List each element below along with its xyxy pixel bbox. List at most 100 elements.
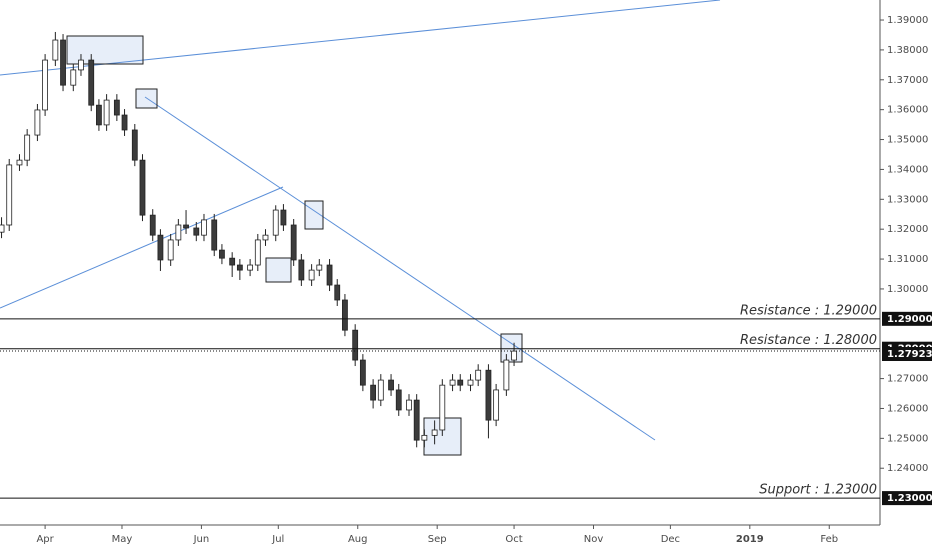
y-tick-label: 1.33000: [887, 194, 928, 205]
candle-body: [157, 234, 164, 261]
y-tick-label: 1.30000: [887, 284, 928, 295]
level-text: Resistance : 1.28000: [740, 333, 877, 348]
y-tick-label: 1.37000: [887, 75, 928, 86]
candle-body: [139, 159, 146, 216]
price-tag: [882, 311, 932, 326]
candle-body: [211, 219, 218, 251]
candle-body: [113, 99, 120, 116]
candle-body: [167, 239, 174, 261]
candle-body: [431, 429, 438, 436]
candle-body: [247, 264, 254, 271]
candle-body: [193, 227, 200, 236]
candle-body: [290, 224, 297, 261]
y-tick-label: 1.26000: [887, 403, 928, 414]
candle-body: [121, 114, 128, 131]
candle-body: [16, 159, 23, 166]
y-tick-label: 1.35000: [887, 135, 928, 146]
candle-body: [377, 379, 384, 401]
trend-line: [144, 96, 656, 441]
x-tick-label: Jun: [193, 534, 210, 545]
candle-body: [413, 399, 420, 441]
x-tick-label: Aug: [348, 534, 368, 545]
candle-body: [88, 59, 95, 106]
candle-body: [511, 350, 517, 361]
candle-body: [254, 239, 261, 266]
x-tick-label: 2019: [736, 534, 764, 545]
candle-body: [388, 379, 394, 391]
candle-body: [298, 259, 305, 281]
candle-body: [280, 209, 287, 226]
candle-body: [236, 264, 243, 271]
candle-body: [262, 234, 269, 241]
candle-body: [308, 269, 315, 281]
x-tick-label: Feb: [820, 534, 838, 545]
candle-body: [359, 359, 366, 386]
highlight-box: [135, 88, 158, 109]
x-tick-label: Sep: [428, 534, 447, 545]
trend-line: [0, 0, 721, 76]
candle-body: [24, 134, 31, 161]
candle-body: [467, 379, 474, 386]
candle-body: [395, 389, 402, 411]
candle-body: [334, 284, 341, 301]
x-tick-label: Oct: [505, 534, 522, 545]
x-tick-label: Nov: [584, 534, 604, 545]
x-tick-label: Dec: [661, 534, 680, 545]
candle-body: [406, 399, 412, 411]
candle-body: [131, 129, 138, 161]
candle-body: [485, 369, 492, 421]
level-text: Resistance : 1.29000: [740, 303, 877, 318]
candle-body: [70, 69, 77, 86]
candle-body: [149, 214, 156, 236]
x-tick-label: Jul: [271, 534, 284, 545]
x-tick-label: Apr: [36, 534, 54, 545]
candle-body: [457, 379, 464, 386]
candle-body: [60, 39, 66, 86]
drawings: [0, 0, 721, 441]
candle-body: [103, 99, 110, 126]
y-tick-label: 1.25000: [887, 433, 928, 444]
price-tag: [882, 347, 932, 362]
candle-body: [421, 434, 428, 441]
candle-body: [175, 224, 182, 241]
candle-body: [272, 209, 279, 236]
y-tick-label: 1.36000: [887, 105, 928, 116]
candle-body: [201, 219, 207, 236]
candle-body: [316, 264, 323, 271]
candle-body: [183, 224, 189, 229]
y-tick-label: 1.39000: [887, 15, 928, 26]
candle-body: [449, 379, 456, 386]
candle-body: [370, 384, 377, 401]
candle-body: [326, 264, 333, 286]
price-tag-label: 1.23000: [887, 493, 932, 504]
highlight-box: [66, 35, 144, 65]
price-tag: [882, 491, 932, 506]
trend-line: [0, 186, 284, 309]
level-text: Support : 1.23000: [759, 483, 877, 498]
candle-body: [96, 104, 102, 126]
candle-body: [475, 369, 482, 381]
highlight-box: [265, 257, 292, 283]
x-tick-label: May: [112, 534, 133, 545]
candle-body: [0, 224, 5, 233]
candle-body: [229, 257, 236, 266]
candle-body: [342, 299, 348, 331]
y-tick-label: 1.24000: [887, 463, 928, 474]
candle-body: [78, 59, 84, 71]
highlight-box: [304, 200, 324, 230]
y-tick-label: 1.31000: [887, 254, 928, 265]
y-tick-label: 1.32000: [887, 224, 928, 235]
y-tick-label: 1.34000: [887, 164, 928, 175]
candle-body: [52, 39, 59, 61]
y-tick-label: 1.27000: [887, 374, 928, 385]
candle-body: [439, 384, 446, 431]
candle-body: [493, 389, 500, 421]
candle-body: [352, 329, 359, 361]
candle-body: [34, 109, 41, 136]
price-tag-label: 1.27923: [887, 349, 932, 360]
price-tag-label: 1.29000: [887, 314, 932, 325]
candle-body: [219, 249, 225, 259]
candle-body: [42, 59, 49, 111]
y-tick-label: 1.38000: [887, 45, 928, 56]
